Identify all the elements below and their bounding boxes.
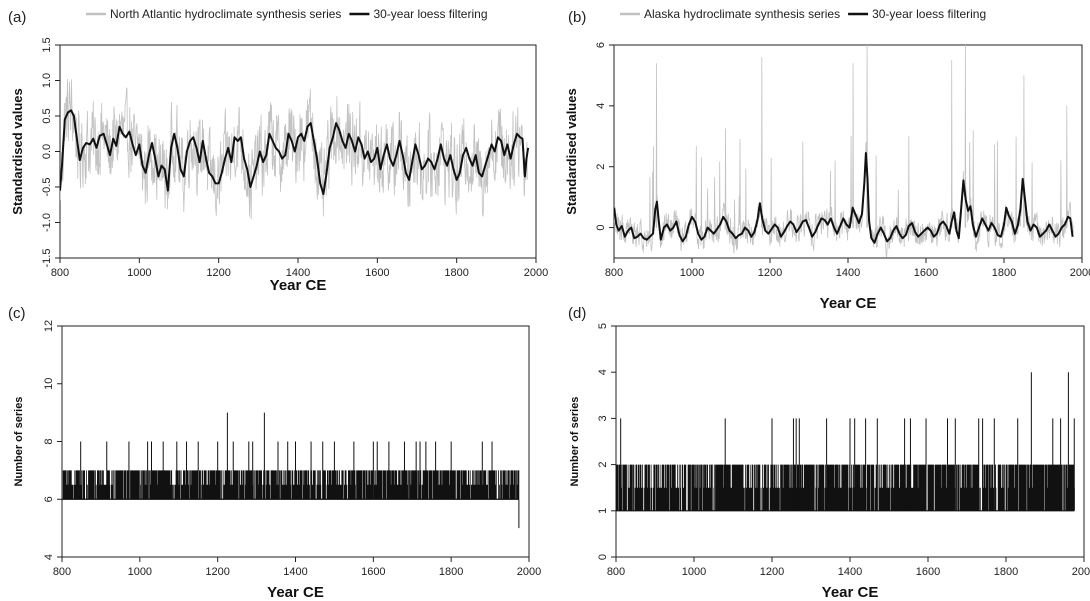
panel-d: (d) 800 1000 1200 1400 1600 1800 2000 0 1 2 3 4 5 Year… bbox=[568, 305, 1090, 601]
x-tick-label: 1600 bbox=[361, 566, 385, 578]
data-layer bbox=[62, 412, 520, 529]
y-tick-label: -1.5 bbox=[41, 249, 53, 268]
data-layer bbox=[616, 372, 1075, 512]
x-tick-label: 1000 bbox=[128, 566, 152, 578]
x-tick-label: 2000 bbox=[524, 267, 548, 279]
x-tick-label: 1400 bbox=[836, 267, 860, 279]
x-tick-label: 1600 bbox=[914, 267, 938, 279]
y-tick-label: 6 bbox=[43, 496, 55, 502]
x-tick-label: 1400 bbox=[838, 566, 862, 578]
x-tick-label: 1000 bbox=[682, 566, 706, 578]
x-tick-label: 1600 bbox=[365, 267, 389, 279]
y-tick-label: 1 bbox=[597, 508, 609, 514]
y-tick-label: 8 bbox=[43, 438, 55, 444]
raw-series-line bbox=[60, 78, 528, 220]
y-tick-label: 0 bbox=[597, 554, 609, 560]
y-tick-label: 12 bbox=[43, 320, 55, 332]
panel-a: (a) 800 1000 1200 1400 1600 1800 2000 -1.5 -1.0 -0… bbox=[8, 7, 548, 294]
x-tick-label: 1200 bbox=[758, 267, 782, 279]
x-tick-label: 1200 bbox=[760, 566, 784, 578]
panel-label: (b) bbox=[568, 9, 586, 26]
panel-label: (c) bbox=[8, 305, 26, 322]
x-tick-label: 1000 bbox=[127, 267, 151, 279]
x-tick-label: 1800 bbox=[994, 566, 1018, 578]
legend-label-raw: North Atlantic hydroclimate synthesis se… bbox=[110, 7, 341, 21]
x-tick-label: 1200 bbox=[206, 267, 230, 279]
x-tick-label: 1800 bbox=[444, 267, 468, 279]
x-tick-label: 800 bbox=[607, 566, 625, 578]
y-tick-label: 0.5 bbox=[41, 108, 53, 123]
x-tick-label: 2000 bbox=[517, 566, 541, 578]
data-layer bbox=[614, 45, 1074, 258]
x-tick-label: 2000 bbox=[1070, 267, 1090, 279]
panel-label: (a) bbox=[8, 9, 26, 26]
y-tick-label: 3 bbox=[597, 415, 609, 421]
y-tick-label: -1.0 bbox=[41, 213, 53, 232]
x-tick-label: 800 bbox=[51, 267, 69, 279]
legend-label-smooth: 30-year loess filtering bbox=[872, 7, 986, 21]
data-layer bbox=[60, 78, 530, 220]
x-tick-label: 1800 bbox=[439, 566, 463, 578]
y-axis-title: Standardised values bbox=[10, 88, 25, 214]
y-tick-label: 0.0 bbox=[41, 144, 53, 159]
y-tick-label: 1.5 bbox=[41, 37, 53, 52]
x-tick-label: 1800 bbox=[992, 267, 1016, 279]
smooth-series-line bbox=[60, 109, 530, 196]
y-axis-title: Standardised values bbox=[564, 88, 579, 214]
x-tick-label: 2000 bbox=[1072, 566, 1090, 578]
smooth-series-line bbox=[614, 152, 1074, 244]
x-tick-label: 1600 bbox=[916, 566, 940, 578]
y-tick-label: 4 bbox=[595, 103, 607, 109]
y-axis-title: Number of series bbox=[569, 397, 581, 487]
legend: North Atlantic hydroclimate synthesis se… bbox=[86, 7, 488, 21]
y-tick-label: 4 bbox=[597, 369, 609, 375]
count-bars bbox=[62, 470, 520, 500]
y-tick-label: 10 bbox=[43, 378, 55, 390]
y-tick-label: 0 bbox=[595, 225, 607, 231]
x-tick-label: 1200 bbox=[205, 566, 229, 578]
y-tick-label: 6 bbox=[595, 42, 607, 48]
x-tick-label: 1400 bbox=[286, 267, 310, 279]
x-tick-label: 800 bbox=[605, 267, 623, 279]
x-axis-title: Year CE bbox=[267, 584, 324, 601]
y-tick-label: 4 bbox=[43, 554, 55, 560]
x-tick-label: 1000 bbox=[680, 267, 704, 279]
x-tick-label: 800 bbox=[53, 566, 71, 578]
y-tick-label: 1.0 bbox=[41, 73, 53, 88]
legend-label-raw: Alaska hydroclimate synthesis series bbox=[644, 7, 840, 21]
panel-c: (c) 800 1000 1200 1400 1600 1800 2000 4 6 8 10 12 Yea… bbox=[8, 305, 541, 601]
panel-label: (d) bbox=[568, 305, 586, 322]
x-axis-title: Year CE bbox=[820, 295, 877, 312]
legend-label-smooth: 30-year loess filtering bbox=[373, 7, 487, 21]
y-tick-label: 2 bbox=[595, 164, 607, 170]
x-tick-label: 1400 bbox=[283, 566, 307, 578]
count-bars bbox=[616, 464, 1075, 511]
y-tick-label: -0.5 bbox=[41, 178, 53, 197]
y-tick-label: 5 bbox=[597, 323, 609, 329]
panel-b: (b) 800 1000 1200 1400 1600 1800 2000 0 2 4 6 Year C… bbox=[564, 7, 1090, 312]
legend: Alaska hydroclimate synthesis series 30-y… bbox=[620, 7, 986, 21]
y-tick-label: 2 bbox=[597, 462, 609, 468]
x-axis-title: Year CE bbox=[270, 277, 327, 294]
x-axis-title: Year CE bbox=[822, 584, 879, 601]
y-axis-title: Number of series bbox=[13, 397, 25, 487]
